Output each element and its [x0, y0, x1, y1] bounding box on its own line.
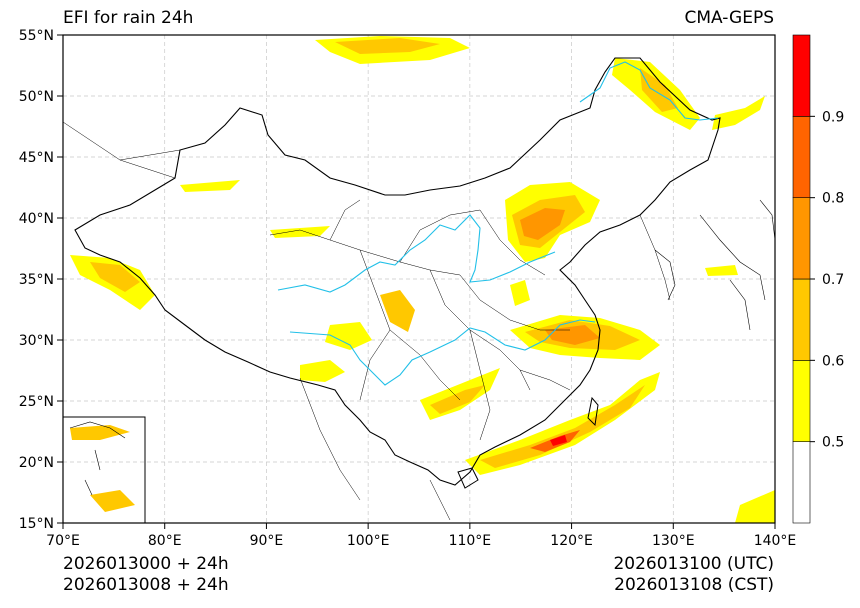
efi-area-west-core: [90, 262, 140, 292]
yellow-river: [277, 214, 556, 293]
map-title: EFI for rain 24h: [63, 8, 194, 28]
lat-tick-label: 35°N: [19, 272, 54, 288]
lon-tick-label: 120°E: [550, 533, 593, 549]
efi-area-ne-strip: [712, 96, 765, 130]
inset-coast: [69, 421, 126, 496]
taiwan-outline: [587, 396, 599, 427]
init-time-cst: 2026013008 + 24h: [63, 575, 229, 595]
inset-border: [63, 416, 146, 523]
colorbar-label: 0.7: [822, 272, 844, 288]
efi-area-shandong-west: [510, 280, 530, 306]
valid-time-cst: 2026013108 (CST): [614, 575, 774, 595]
lat-tick-label: 55°N: [19, 28, 54, 44]
colorbar-label: 0.9: [822, 109, 844, 125]
efi-area-inset-top: [70, 425, 130, 440]
footer-left: 2026013000 + 24h 2026013008 + 24h: [63, 554, 229, 596]
yangtze-river: [289, 319, 596, 386]
lat-tick-label: 45°N: [19, 150, 54, 166]
efi-area-sichuan-edge: [325, 322, 372, 350]
lat-tick-label: 50°N: [19, 89, 54, 105]
efi-area-east-edge: [705, 265, 738, 276]
amur-river: [579, 61, 719, 121]
lon-tick-label: 110°E: [449, 533, 492, 549]
province-borders: [269, 199, 571, 441]
colorbar-label: 0.5: [822, 435, 844, 451]
colorbar-label: 0.6: [822, 353, 844, 369]
efi-area-north-china-core: [520, 208, 565, 240]
colorbar-segment: [792, 360, 811, 442]
hainan-outline: [457, 467, 479, 489]
efi-area-se-corner: [735, 490, 775, 523]
efi-area-southwest-core: [430, 385, 485, 414]
lon-tick-label: 130°E: [652, 533, 695, 549]
footer-right: 2026013100 (UTC) 2026013108 (CST): [613, 554, 774, 596]
longitude-axis: 70°E 80°E 90°E 100°E 110°E 120°E 130°E 140°E: [46, 523, 796, 549]
efi-area-west-strip-2: [270, 226, 330, 238]
efi-area-west-strip-1: [180, 180, 240, 192]
lat-tick-label: 25°N: [19, 394, 54, 410]
lat-tick-label: 20°N: [19, 455, 54, 471]
korea-japan-coast: [654, 199, 775, 331]
colorbar-segment: [792, 34, 811, 117]
lon-tick-label: 100°E: [347, 533, 390, 549]
valid-time-utc: 2026013100 (UTC): [613, 554, 774, 574]
lon-tick-label: 140°E: [754, 533, 797, 549]
lon-tick-label: 90°E: [250, 533, 284, 549]
efi-area-south-coast-peak: [550, 435, 567, 446]
efi-area-heilongjiang-core: [640, 68, 678, 112]
colorbar-segment: [792, 278, 811, 361]
init-time-utc: 2026013000 + 24h: [63, 554, 229, 574]
colorbar-label: 0.8: [822, 191, 844, 207]
lon-tick-label: 80°E: [148, 533, 182, 549]
efi-area-south-coast: [465, 372, 660, 475]
efi-area-north-top-core: [335, 38, 440, 54]
efi-area-south-coast-mid: [480, 385, 645, 468]
lat-tick-label: 30°N: [19, 333, 54, 349]
efi-area-yunnan: [300, 360, 345, 382]
borders: [63, 57, 775, 523]
lat-tick-label: 40°N: [19, 211, 54, 227]
efi-shading: [70, 36, 775, 523]
colorbar: 0.5 0.6 0.7 0.8 0.9: [792, 34, 844, 524]
colorbar-segment: [792, 197, 811, 280]
lon-tick-label: 70°E: [46, 533, 80, 549]
model-name: CMA-GEPS: [684, 8, 774, 28]
latitude-axis: 15°N 20°N 25°N 30°N 35°N 40°N 45°N 50°N 55°N: [19, 28, 63, 532]
lat-tick-label: 15°N: [19, 516, 54, 532]
efi-area-sichuan: [380, 290, 415, 332]
colorbar-segment: [792, 116, 811, 198]
china-outline: [74, 57, 721, 486]
colorbar-segment: [792, 441, 811, 524]
efi-area-inset-bottom: [90, 490, 135, 512]
